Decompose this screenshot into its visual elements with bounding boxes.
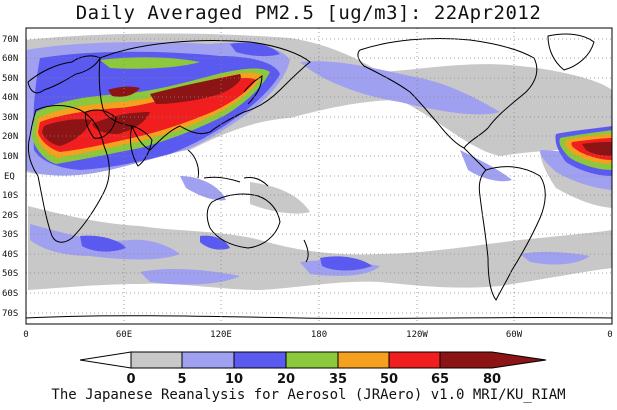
lat-tick: 40S xyxy=(2,250,18,260)
lat-tick: 30N xyxy=(2,113,18,123)
map-frame xyxy=(25,27,613,325)
lon-tick: 0 xyxy=(23,330,28,340)
lon-tick: 120W xyxy=(406,330,428,340)
colorbar xyxy=(79,351,547,369)
lat-tick: 10N xyxy=(2,152,18,162)
colorbar-tick: 5 xyxy=(177,372,186,387)
lat-tick: 50S xyxy=(2,269,18,279)
lat-tick: 60S xyxy=(2,289,18,299)
colorbar-segment xyxy=(79,351,132,369)
lon-tick: 180 xyxy=(311,330,327,340)
lat-tick: 60N xyxy=(2,54,18,64)
lon-tick: 60W xyxy=(506,330,523,340)
colorbar-segment xyxy=(388,351,441,369)
colorbar-segment xyxy=(285,351,339,369)
lat-tick: 70S xyxy=(2,309,18,319)
lon-tick: 0 xyxy=(607,330,612,340)
lon-tick: 60E xyxy=(116,330,132,340)
coastlines xyxy=(26,33,612,320)
lat-tick: EQ xyxy=(4,172,15,182)
footer-credit: The Japanese Reanalysis for Aerosol (JRA… xyxy=(51,387,566,403)
colorbar-tick: 10 xyxy=(225,372,243,387)
colorbar-segment xyxy=(233,351,287,369)
latitude-labels: 70N 60N 50N 40N 30N 20N 10N EQ 10S 20S 3… xyxy=(2,35,18,319)
lat-tick: 50N xyxy=(2,74,18,84)
longitude-labels: 0 60E 120E 180 120W 60W 0 xyxy=(23,330,612,340)
lat-tick: 10S xyxy=(2,191,18,201)
colorbar-segment xyxy=(337,351,390,369)
colorbar-segment xyxy=(130,351,183,369)
colorbar-tick: 80 xyxy=(483,372,501,387)
map-title: Daily Averaged PM2.5 [ug/m3]: 22Apr2012 xyxy=(75,2,542,24)
colorbar-segment xyxy=(181,351,235,369)
colorbar-ticks: 0 5 10 20 35 50 65 80 xyxy=(126,372,501,387)
lat-tick: 70N xyxy=(2,35,18,45)
colorbar-tick: 50 xyxy=(380,372,398,387)
lat-tick: 20N xyxy=(2,132,18,142)
colorbar-tick: 20 xyxy=(277,372,295,387)
lat-tick: 30S xyxy=(2,230,18,240)
colorbar-tick: 65 xyxy=(431,372,449,387)
colorbar-tick: 35 xyxy=(329,372,347,387)
lon-tick: 120E xyxy=(210,330,232,340)
colorbar-tick: 0 xyxy=(126,372,135,387)
graticule xyxy=(26,28,612,324)
colorbar-segment xyxy=(439,351,547,369)
lat-tick: 20S xyxy=(2,211,18,221)
lat-tick: 40N xyxy=(2,93,18,103)
